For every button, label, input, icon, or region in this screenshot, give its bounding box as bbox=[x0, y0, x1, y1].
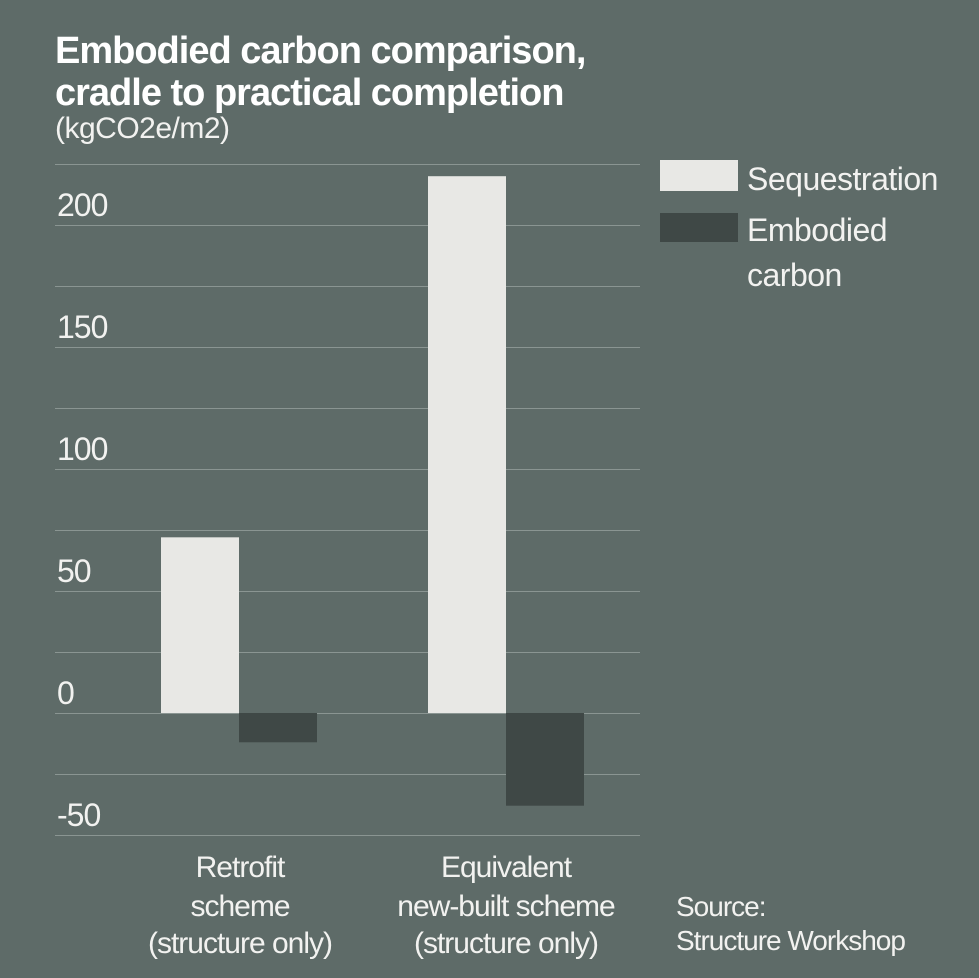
legend-label: carbon bbox=[747, 257, 842, 293]
y-tick-label: 150 bbox=[57, 309, 108, 345]
y-tick-label: 50 bbox=[57, 553, 91, 589]
bar-embodied-carbon bbox=[506, 713, 584, 806]
source-label: Source: bbox=[676, 891, 766, 922]
y-tick-label: -50 bbox=[57, 797, 100, 833]
chart-title-line-1: Embodied carbon comparison, bbox=[55, 30, 586, 72]
legend-label: Sequestration bbox=[747, 161, 938, 197]
category-label: scheme bbox=[190, 890, 289, 923]
category-label: Equivalent bbox=[441, 851, 573, 884]
legend-swatch-embodied-carbon bbox=[660, 213, 738, 242]
legend-label: Embodied bbox=[747, 212, 887, 248]
source-name: Structure Workshop bbox=[676, 925, 906, 956]
category-label: (structure only) bbox=[148, 927, 332, 960]
source-note: Source: Structure Workshop bbox=[676, 890, 906, 958]
category-label: (structure only) bbox=[414, 927, 598, 960]
y-tick-label: 0 bbox=[57, 675, 74, 711]
chart-title: Embodied carbon comparison, cradle to pr… bbox=[55, 30, 586, 114]
category-label: new-built scheme bbox=[397, 890, 615, 923]
bar-embodied-carbon bbox=[239, 713, 317, 743]
bar-sequestration bbox=[161, 537, 239, 713]
y-tick-label: 200 bbox=[57, 187, 108, 223]
chart-units-subtitle: (kgCO2e/m2) bbox=[55, 112, 230, 145]
chart-title-line-2: cradle to practical completion bbox=[55, 72, 564, 114]
y-tick-label: 100 bbox=[57, 431, 108, 467]
category-label: Retrofit bbox=[196, 851, 286, 884]
bar-sequestration bbox=[428, 176, 506, 713]
legend-swatch-sequestration bbox=[660, 160, 738, 191]
